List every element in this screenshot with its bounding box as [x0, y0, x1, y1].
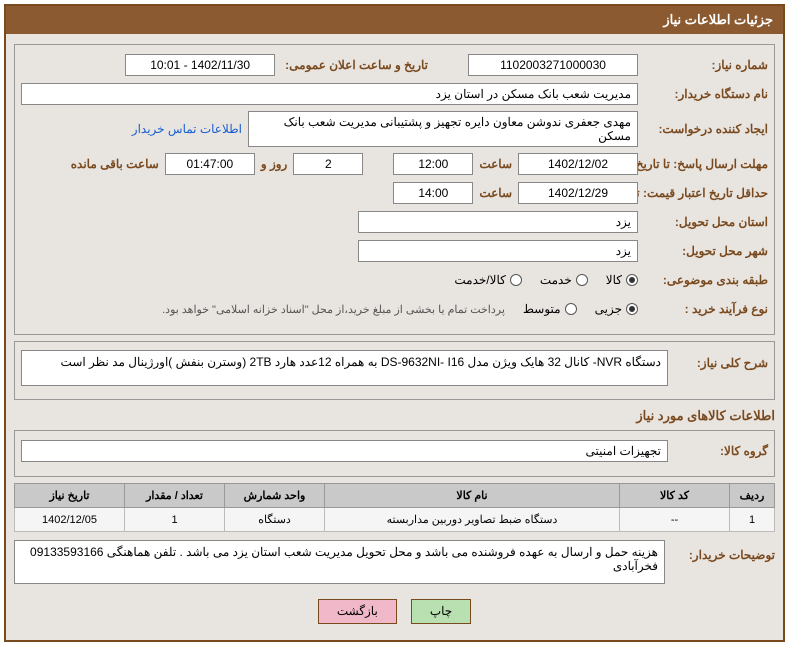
need-no-label: شماره نیاز: — [638, 58, 768, 72]
table-cell-qty: 1 — [125, 508, 225, 532]
radio-kala[interactable]: کالا — [606, 273, 638, 287]
hours-field: 01:47:00 — [165, 153, 255, 175]
goods-group-field: تجهیزات امنیتی — [21, 440, 668, 462]
province-label: استان محل تحویل: — [638, 215, 768, 229]
city-field: یزد — [358, 240, 638, 262]
validity-time-field: 14:00 — [393, 182, 473, 204]
city-label: شهر محل تحویل: — [638, 244, 768, 258]
buyer-org-label: نام دستگاه خریدار: — [638, 87, 768, 101]
validity-label: حداقل تاریخ اعتبار قیمت: تا تاریخ: — [638, 186, 768, 200]
th-name: نام کالا — [325, 484, 620, 508]
purchase-type-label: نوع فرآیند خرید : — [638, 302, 768, 316]
requester-label: ایجاد کننده درخواست: — [638, 122, 768, 136]
radio-jozei[interactable]: جزیی — [595, 302, 638, 316]
summary-label: شرح کلی نیاز: — [668, 350, 768, 370]
print-button[interactable]: چاپ — [411, 599, 471, 624]
table-cell-date: 1402/12/05 — [15, 508, 125, 532]
days-and-label: روز و — [255, 157, 294, 171]
radio-kala-khedmat-label: کالا/خدمت — [454, 273, 505, 287]
remaining-label: ساعت باقی مانده — [67, 157, 165, 171]
radio-motavaset-label: متوسط — [523, 302, 561, 316]
summary-text: دستگاه NVR- کانال 32 هایک ویژن مدل DS-96… — [21, 350, 668, 386]
time-label-2: ساعت — [473, 186, 518, 200]
table-cell-code: -- — [620, 508, 730, 532]
radio-khedmat[interactable]: خدمت — [540, 273, 588, 287]
panel-title: جزئیات اطلاعات نیاز — [6, 6, 783, 34]
table-cell-unit: دستگاه — [225, 508, 325, 532]
province-field: یزد — [358, 211, 638, 233]
requester-field: مهدی جعفری ندوشن معاون دایره تجهیز و پشت… — [248, 111, 638, 147]
announce-field: 1402/11/30 - 10:01 — [125, 54, 275, 76]
radio-motavaset[interactable]: متوسط — [523, 302, 577, 316]
table-cell-name: دستگاه ضبط تصاویر دوربین مداربسته — [325, 508, 620, 532]
th-row: ردیف — [730, 484, 775, 508]
th-date: تاریخ نیاز — [15, 484, 125, 508]
reply-date-field: 1402/12/02 — [518, 153, 638, 175]
category-label: طبقه بندی موضوعی: — [638, 273, 768, 287]
radio-kala-khedmat[interactable]: کالا/خدمت — [454, 273, 521, 287]
buyer-notes-text: هزینه حمل و ارسال به عهده فروشنده می باش… — [14, 540, 665, 584]
main-info-box: شماره نیاز: 1102003271000030 تاریخ و ساع… — [14, 44, 775, 335]
table-row: 1--دستگاه ضبط تصاویر دوربین مداربستهدستگ… — [15, 508, 775, 532]
table-cell-row: 1 — [730, 508, 775, 532]
need-no-field: 1102003271000030 — [468, 54, 638, 76]
back-button[interactable]: بازگشت — [318, 599, 397, 624]
details-panel: جزئیات اطلاعات نیاز شماره نیاز: 11020032… — [4, 4, 785, 642]
validity-date-field: 1402/12/29 — [518, 182, 638, 204]
goods-group-box: گروه کالا: تجهیزات امنیتی — [14, 430, 775, 477]
radio-kala-label: کالا — [606, 273, 622, 287]
reply-deadline-label: مهلت ارسال پاسخ: تا تاریخ: — [638, 157, 768, 171]
goods-group-label: گروه کالا: — [668, 444, 768, 458]
purchase-note: پرداخت تمام یا بخشی از مبلغ خرید،از محل … — [162, 303, 505, 316]
buyer-contact-link[interactable]: اطلاعات تماس خریدار — [132, 122, 242, 136]
goods-section-title: اطلاعات کالاهای مورد نیاز — [14, 408, 775, 424]
th-code: کد کالا — [620, 484, 730, 508]
days-field: 2 — [293, 153, 363, 175]
th-unit: واحد شمارش — [225, 484, 325, 508]
goods-table: ردیف کد کالا نام کالا واحد شمارش تعداد /… — [14, 483, 775, 532]
buyer-notes-label: توضیحات خریدار: — [665, 540, 775, 562]
time-label-1: ساعت — [473, 157, 518, 171]
announce-label: تاریخ و ساعت اعلان عمومی: — [281, 58, 428, 72]
th-qty: تعداد / مقدار — [125, 484, 225, 508]
radio-khedmat-label: خدمت — [540, 273, 572, 287]
reply-time-field: 12:00 — [393, 153, 473, 175]
buyer-org-field: مدیریت شعب بانک مسکن در استان یزد — [21, 83, 638, 105]
radio-jozei-label: جزیی — [595, 302, 622, 316]
summary-box: شرح کلی نیاز: دستگاه NVR- کانال 32 هایک … — [14, 341, 775, 400]
